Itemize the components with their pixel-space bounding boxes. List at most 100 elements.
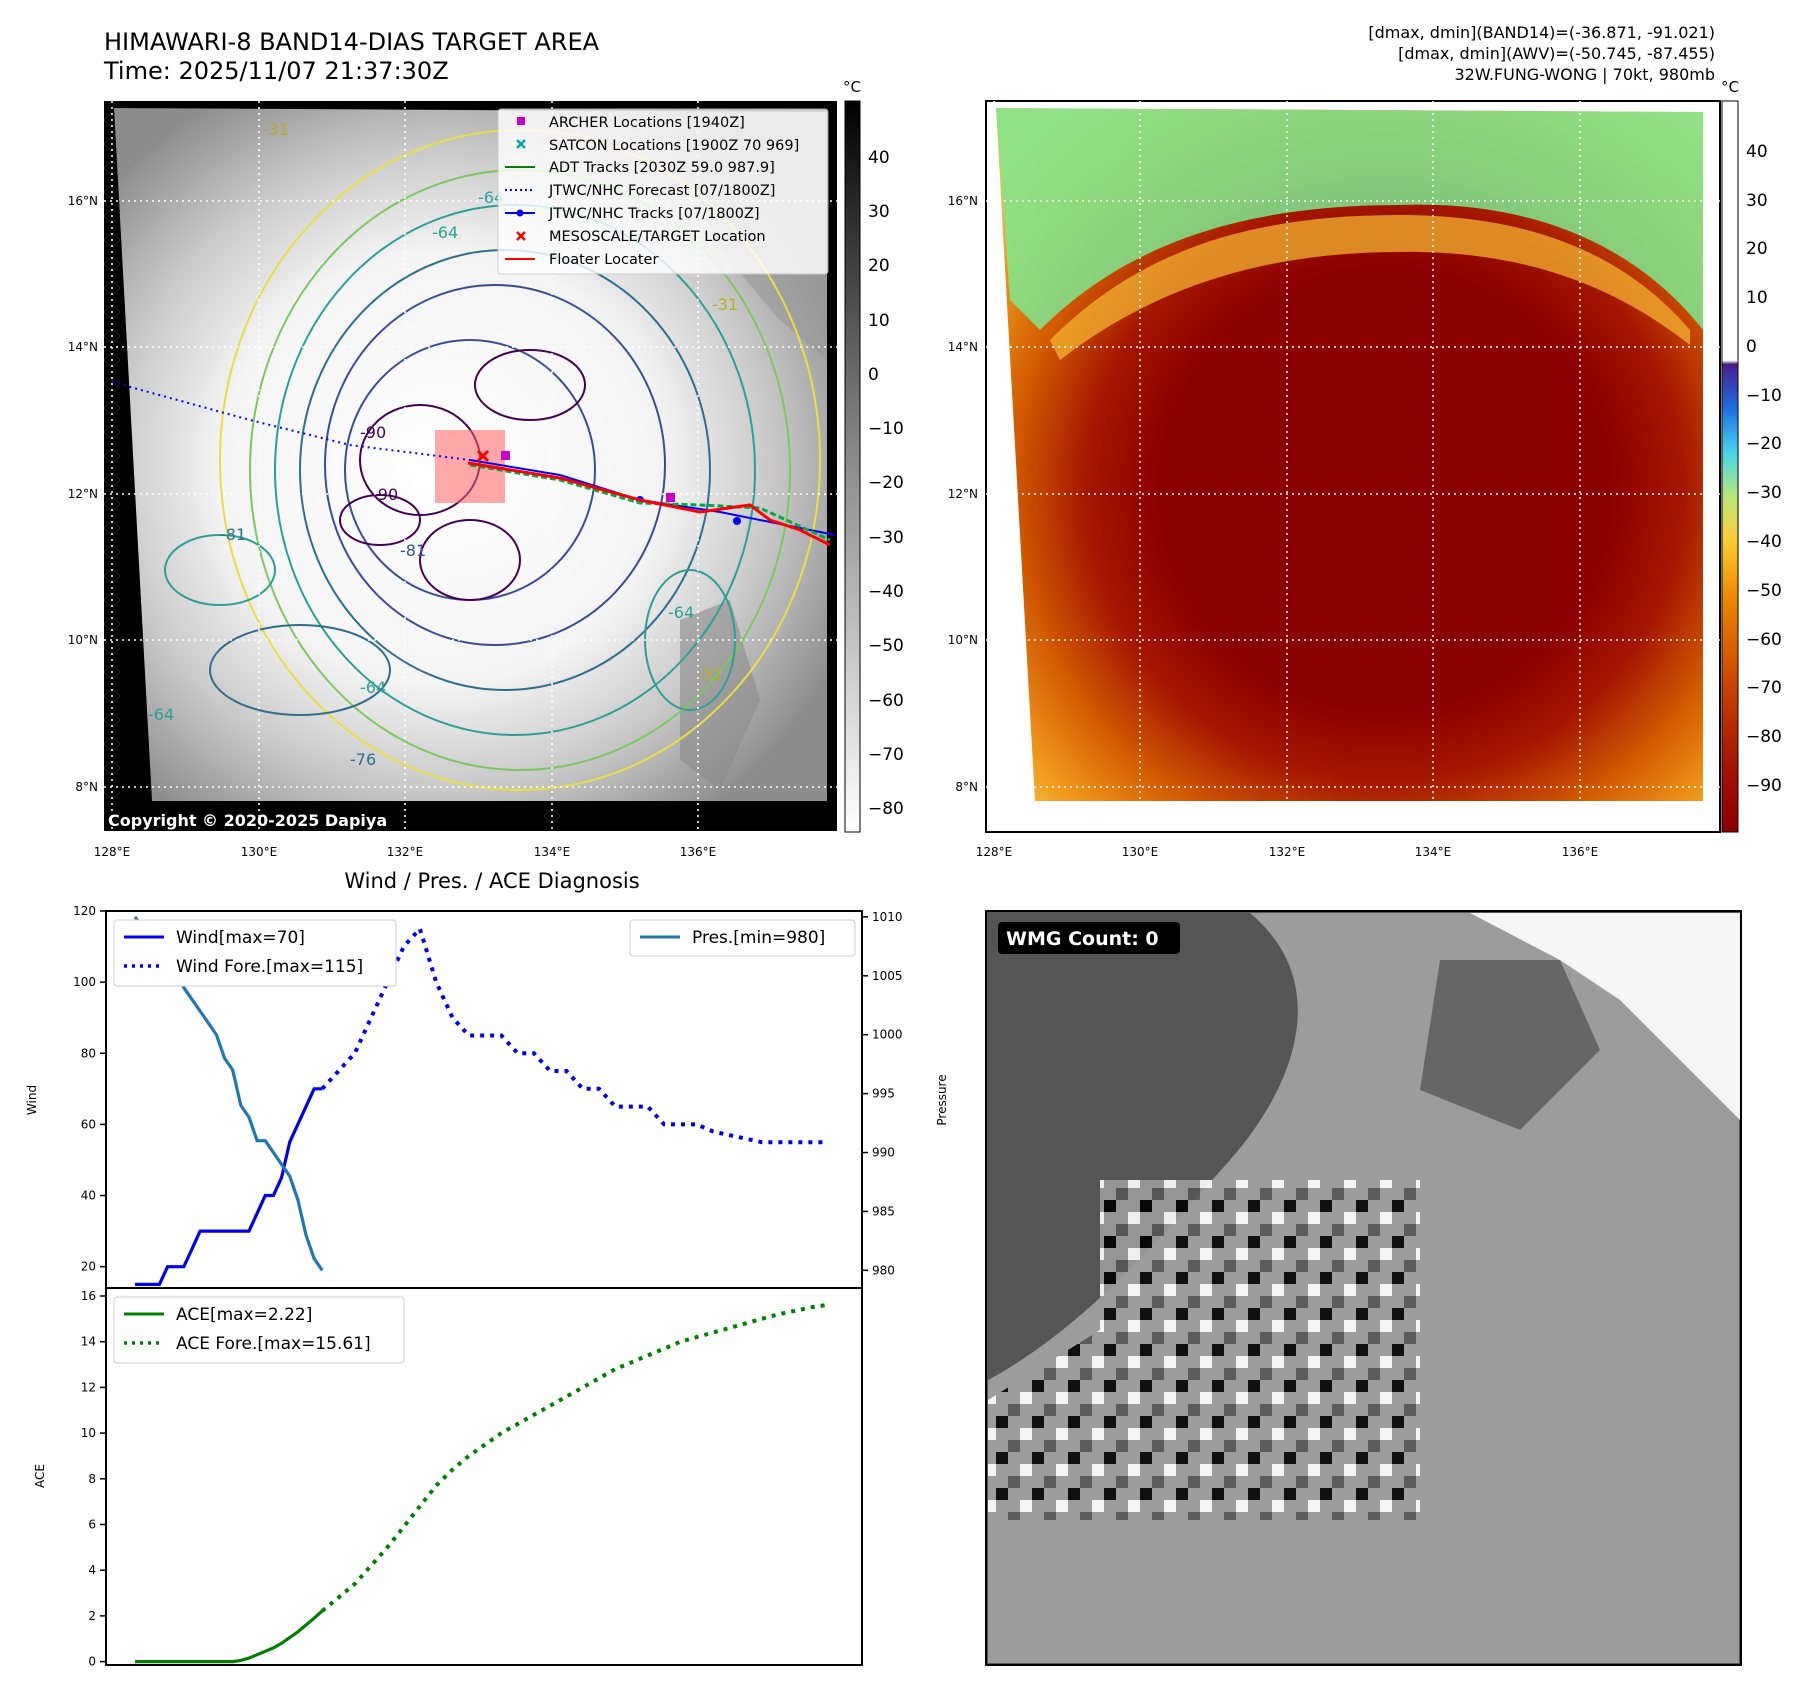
right-colorbar-tick: 10 — [1746, 288, 1768, 308]
wmg-region-mixed — [988, 1180, 1420, 1520]
legend-target-marker — [516, 231, 526, 241]
right-lat-label: 12°N — [948, 487, 978, 501]
left-lon-label: 128°E — [94, 845, 131, 859]
left-colorbar-tick: 30 — [868, 202, 890, 222]
legend-satcon: SATCON Locations [1900Z 70 969] — [549, 138, 799, 154]
legend-archer-marker — [517, 117, 525, 125]
wind-ylabel: Wind — [25, 1085, 39, 1115]
pressure-y-tick-label: 995 — [872, 1087, 895, 1101]
ace-y-tick-label: 10 — [81, 1426, 96, 1440]
pressure-legend: Pres.[min=980] — [629, 919, 856, 957]
left-lat-label: 14°N — [68, 340, 98, 354]
wmg-panel: WMG Count: 0 — [985, 910, 1742, 1666]
jtwc-forecast-track — [111, 381, 471, 461]
right-lat-label: 8°N — [955, 780, 978, 794]
wind-legend-item: Wind[max=70] — [176, 928, 305, 948]
left-colorbar-tick: −50 — [868, 636, 904, 656]
right-lat-label: 10°N — [948, 633, 978, 647]
left-colorbar-tick: 10 — [868, 311, 890, 331]
right-colorbar-tick: −30 — [1746, 483, 1782, 503]
right-colorbar-tick: −80 — [1746, 727, 1782, 747]
left-map-contours — [164, 129, 821, 791]
contour-label: -90 — [372, 485, 398, 504]
wind-y-tick-label: 40 — [81, 1189, 96, 1203]
mesoscale-target-marker — [476, 449, 490, 463]
wind-y-tick-label: 80 — [81, 1046, 96, 1060]
ace-y-tick-label: 6 — [88, 1517, 96, 1531]
legend-tracks: JTWC/NHC Tracks [07/1800Z] — [548, 206, 760, 222]
jtwc-track-point — [733, 517, 741, 525]
right-lon-label: 128°E — [976, 845, 1013, 859]
right-colorbar-tick: −90 — [1746, 776, 1782, 796]
contour-label: -90 — [360, 423, 386, 442]
ace-legend-item: ACE Fore.[max=15.61] — [176, 1334, 371, 1354]
legend-adt: ADT Tracks [2030Z 59.0 987.9] — [549, 160, 775, 176]
left-colorbar: °C 40 30 20 10 0 −10 −20 −30 −40 −50 −60… — [843, 78, 904, 833]
right-lat-label: 14°N — [948, 340, 978, 354]
left-map-contour-labels: -31 -64 -64 -31 -90 -90 -81 -64 -64 -64 … — [148, 120, 738, 769]
wmg-region-white — [1470, 913, 1740, 1120]
ace-y-tick-label: 16 — [81, 1289, 96, 1303]
wind-observed-line — [135, 1087, 323, 1287]
left-colorbar-tick: 0 — [868, 365, 879, 385]
archer-location-marker — [666, 493, 675, 502]
right-colorbar-tick: 40 — [1746, 142, 1768, 162]
legend-target: MESOSCALE/TARGET Location — [549, 229, 766, 245]
info-line-awv: [dmax, dmin](AWV)=(-50.745, -87.455) — [1398, 44, 1715, 63]
ace-chart: ACE 0 2 4 6 8 10 12 14 16 ACE[max=2.22] ACE Fore… — [33, 1287, 863, 1669]
pressure-y-tick-label: 1010 — [872, 910, 903, 924]
pressure-y-tick-label: 1005 — [872, 969, 903, 983]
right-colorbar: °C 40 30 20 10 0 −10 −20 −30 −40 −50 −60… — [1721, 78, 1782, 833]
contour-label: -64 — [148, 705, 174, 724]
left-colorbar-tick: −40 — [868, 582, 904, 602]
diagnosis-title: Wind / Pres. / ACE Diagnosis — [344, 869, 639, 893]
right-colorbar-tick: −60 — [1746, 630, 1782, 650]
left-colorbar-tick: −70 — [868, 745, 904, 765]
wind-legend-item: Wind Fore.[max=115] — [176, 957, 363, 977]
right-colorbar-tick: −20 — [1746, 434, 1782, 454]
right-colorbar-tick: −70 — [1746, 678, 1782, 698]
wind-pressure-chart: Wind Pressure 20 40 60 80 100 120 980 985 990 99… — [25, 904, 949, 1289]
wind-y-tick-label: 120 — [73, 904, 96, 918]
left-colorbar-unit: °C — [843, 78, 861, 96]
left-colorbar-tick: 40 — [868, 148, 890, 168]
contour-label: -31 — [712, 295, 738, 314]
left-map-dry-region-2 — [680, 600, 760, 790]
contour-label: -64 — [360, 678, 386, 697]
floater-locater-track — [467, 461, 831, 547]
ace-observed-line — [135, 1609, 324, 1664]
contour-label: -64 — [668, 603, 694, 622]
legend-archer: ARCHER Locations [1940Z] — [549, 115, 745, 131]
left-colorbar-tick: −10 — [868, 419, 904, 439]
left-lat-label: 16°N — [68, 194, 98, 208]
wind-y-tick-label: 60 — [81, 1117, 96, 1131]
right-lon-label: 132°E — [1269, 845, 1306, 859]
left-colorbar-tick: −80 — [868, 799, 904, 819]
wind-y-tick-label: 20 — [81, 1260, 96, 1274]
wmg-count-badge — [998, 922, 1180, 954]
ace-y-tick-label: 0 — [88, 1655, 96, 1669]
figure-title-line1: HIMAWARI-8 BAND14-DIAS TARGET AREA — [104, 28, 600, 56]
right-colorbar-tick: 20 — [1746, 239, 1768, 259]
wmg-region-dark — [1420, 960, 1600, 1130]
right-colorbar-tick: 30 — [1746, 191, 1768, 211]
contour-label: -31 — [696, 665, 722, 684]
left-map-legend: ARCHER Locations [1940Z] SATCON Location… — [497, 108, 829, 275]
info-line-band14: [dmax, dmin](BAND14)=(-36.871, -91.021) — [1368, 23, 1715, 42]
legend-floater: Floater Locater — [549, 252, 658, 268]
adt-track — [469, 463, 831, 542]
right-colorbar-tick: −10 — [1746, 386, 1782, 406]
ace-legend-item: ACE[max=2.22] — [176, 1305, 312, 1325]
pressure-y-tick-label: 1000 — [872, 1028, 903, 1042]
left-lon-label: 136°E — [680, 845, 717, 859]
wmg-count-label: WMG Count: 0 — [1006, 928, 1159, 950]
right-lat-label: 16°N — [948, 194, 978, 208]
right-lon-label: 130°E — [1122, 845, 1159, 859]
pressure-y-tick-label: 980 — [872, 1263, 895, 1277]
contour-label: -81 — [220, 525, 246, 544]
right-colorbar-tick: 0 — [1746, 337, 1757, 357]
right-lon-label: 134°E — [1415, 845, 1452, 859]
contour-label: -31 — [263, 120, 289, 139]
ace-y-tick-label: 14 — [81, 1335, 96, 1349]
